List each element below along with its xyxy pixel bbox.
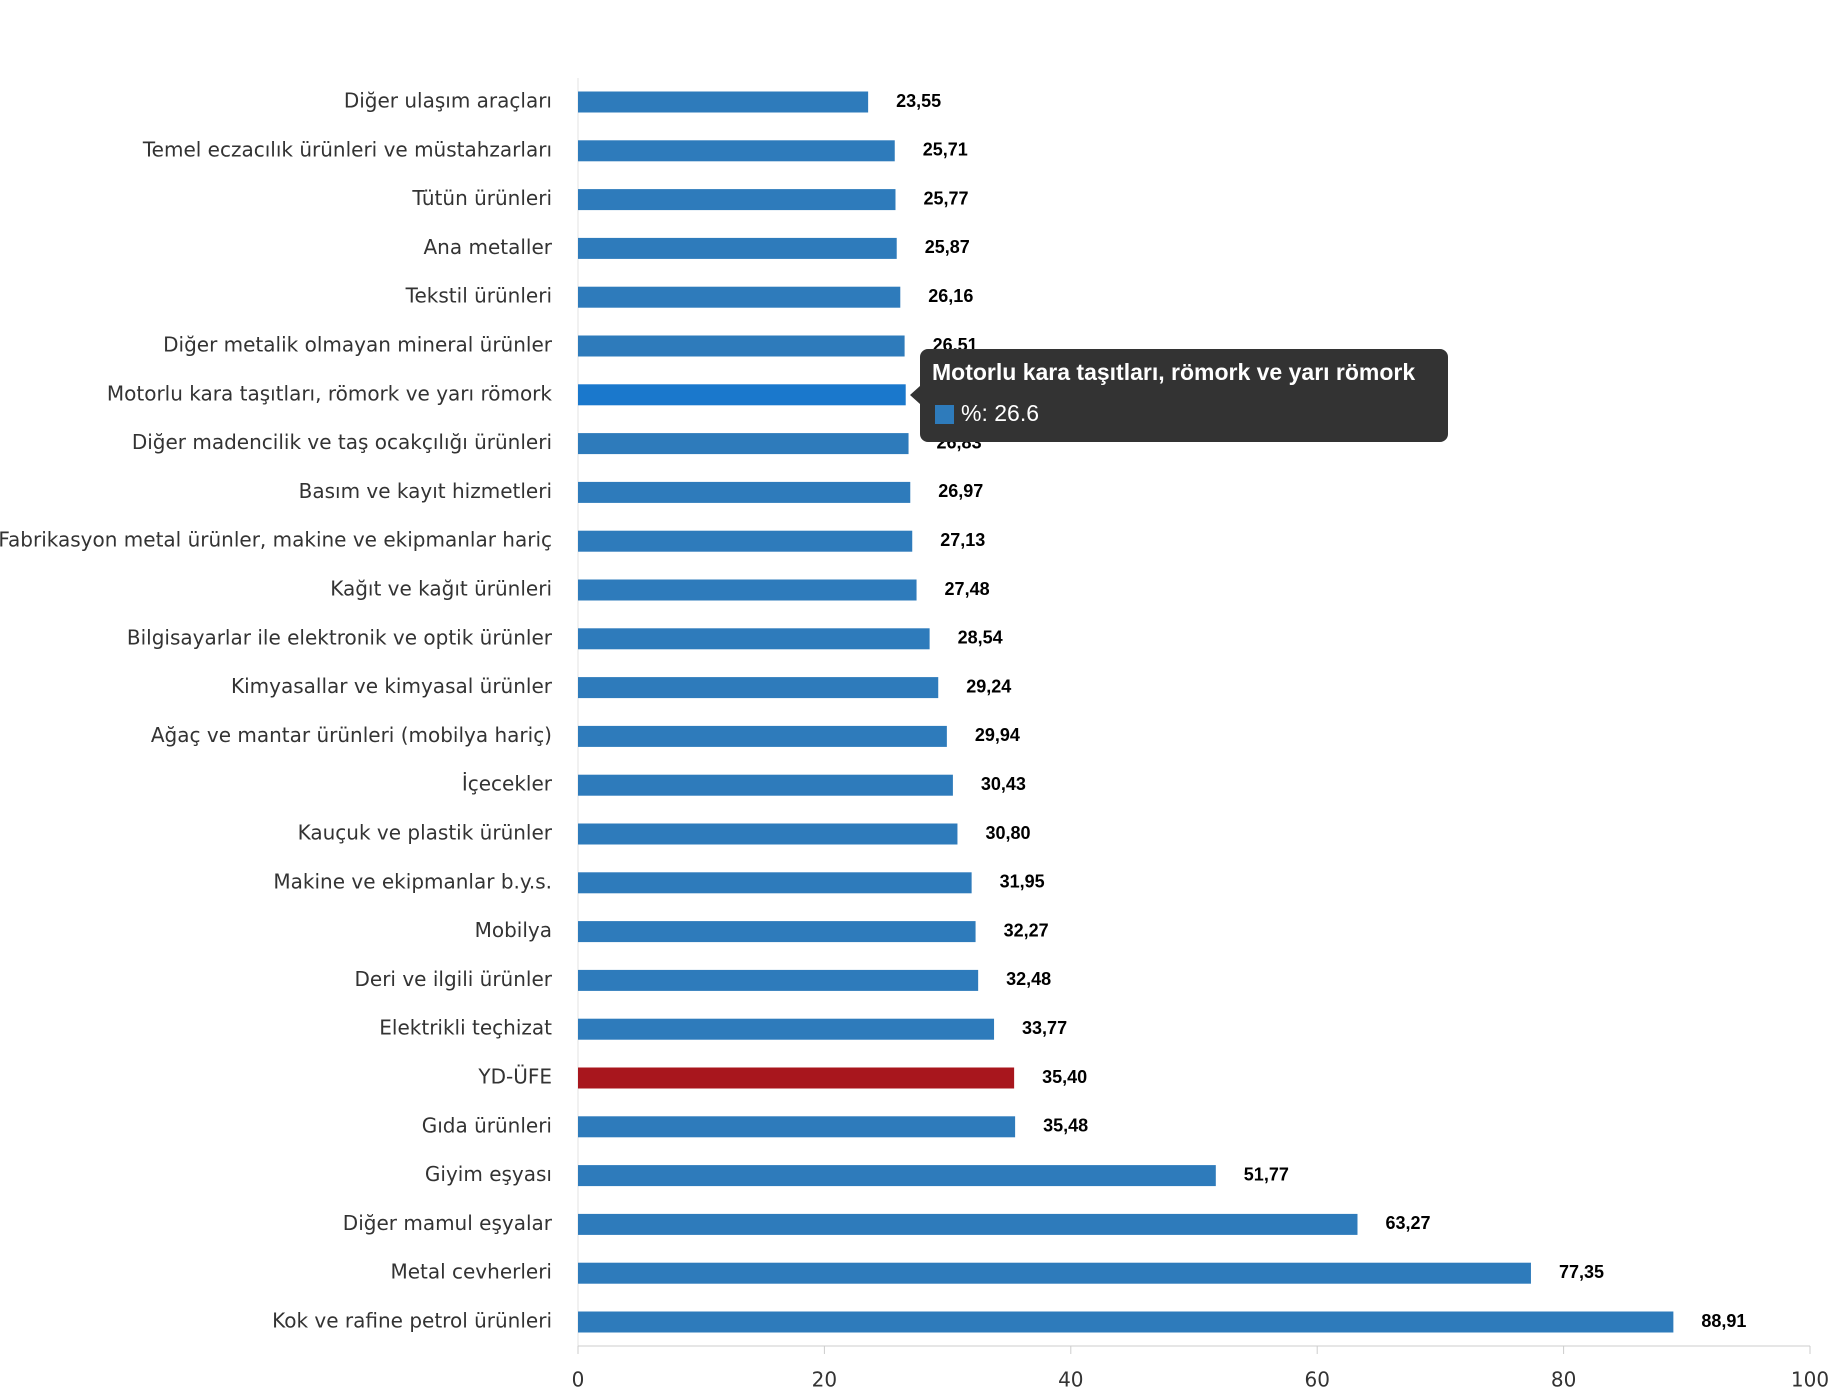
value-label: 88,91 bbox=[1701, 1311, 1746, 1331]
bar bbox=[578, 725, 947, 747]
value-label: 30,43 bbox=[981, 774, 1026, 794]
y-tick-label: Deri ve ilgili ürünler bbox=[354, 967, 552, 991]
value-label: 51,77 bbox=[1244, 1164, 1289, 1184]
tooltip-title: Motorlu kara taşıtları, römork ve yarı r… bbox=[932, 359, 1415, 385]
value-label: 29,94 bbox=[975, 725, 1020, 745]
bar bbox=[578, 189, 896, 211]
x-tick-label: 20 bbox=[812, 1368, 837, 1392]
bar bbox=[578, 628, 930, 650]
tooltip: Motorlu kara taşıtları, römork ve yarı r… bbox=[910, 349, 1448, 442]
y-tick-label: Fabrikasyon metal ürünler, makine ve eki… bbox=[0, 528, 552, 552]
bar bbox=[578, 969, 979, 991]
value-label: 35,40 bbox=[1042, 1067, 1087, 1087]
y-tick-label: Tekstil ürünleri bbox=[405, 284, 552, 308]
value-label: 28,54 bbox=[958, 628, 1003, 648]
y-tick-label: Ağaç ve mantar ürünleri (mobilya hariç) bbox=[151, 723, 552, 747]
y-tick-label: YD-ÜFE bbox=[477, 1065, 552, 1089]
value-label: 26,16 bbox=[928, 286, 973, 306]
y-tick-label: Metal cevherleri bbox=[390, 1260, 552, 1284]
y-tick-label: Gıda ürünleri bbox=[422, 1113, 552, 1137]
x-tick-label: 100 bbox=[1791, 1368, 1829, 1392]
y-tick-label: Elektrikli teçhizat bbox=[379, 1016, 552, 1040]
bar bbox=[578, 1213, 1358, 1235]
bar bbox=[578, 677, 939, 699]
tooltip-box bbox=[910, 349, 1448, 442]
y-tick-label: Tütün ürünleri bbox=[411, 186, 552, 210]
y-tick-label: Kimyasallar ve kimyasal ürünler bbox=[231, 674, 553, 698]
value-label: 25,87 bbox=[925, 237, 970, 257]
value-label: 25,71 bbox=[923, 140, 968, 160]
value-label: 35,48 bbox=[1043, 1116, 1088, 1136]
value-label: 23,55 bbox=[896, 91, 941, 111]
value-label: 63,27 bbox=[1385, 1213, 1430, 1233]
bar bbox=[578, 530, 913, 552]
tooltip-value: 26.6 bbox=[994, 400, 1039, 426]
tooltip-swatch bbox=[935, 405, 954, 424]
bar bbox=[578, 384, 906, 406]
value-label: 29,24 bbox=[966, 676, 1011, 696]
bar bbox=[578, 433, 909, 455]
value-label: 32,48 bbox=[1006, 969, 1051, 989]
bar bbox=[578, 237, 897, 259]
bar bbox=[578, 872, 972, 894]
y-tick-label: Makine ve ekipmanlar b.y.s. bbox=[273, 869, 552, 893]
value-label: 25,77 bbox=[923, 188, 968, 208]
x-tick-label: 40 bbox=[1058, 1368, 1083, 1392]
x-tick-label: 80 bbox=[1551, 1368, 1576, 1392]
y-tick-label: Bilgisayarlar ile elektronik ve optik ür… bbox=[127, 625, 553, 649]
y-tick-label: Diğer madencilik ve taş ocakçılığı ürünl… bbox=[132, 430, 552, 454]
y-tick-label: Temel eczacılık ürünleri ve müstahzarlar… bbox=[142, 137, 552, 161]
bar bbox=[578, 481, 911, 503]
y-tick-label: Diğer ulaşım araçları bbox=[344, 89, 552, 113]
bar bbox=[578, 1018, 995, 1040]
y-tick-label: Ana metaller bbox=[424, 235, 553, 259]
y-tick-label: Kok ve rafine petrol ürünleri bbox=[272, 1309, 552, 1333]
y-tick-label: Motorlu kara taşıtları, römork ve yarı r… bbox=[107, 381, 553, 405]
value-label: 33,77 bbox=[1022, 1018, 1067, 1038]
value-label: 32,27 bbox=[1004, 920, 1049, 940]
y-tick-label: Basım ve kayıt hizmetleri bbox=[299, 479, 552, 503]
bar bbox=[578, 823, 958, 845]
bar bbox=[578, 1165, 1216, 1187]
bar bbox=[578, 140, 895, 162]
bar bbox=[578, 774, 953, 796]
x-tick-label: 0 bbox=[572, 1368, 585, 1392]
y-tick-label: Kağıt ve kağıt ürünleri bbox=[330, 577, 552, 601]
y-tick-label: İçecekler bbox=[462, 772, 553, 796]
tooltip-series: %: bbox=[961, 400, 988, 426]
tooltip-text: %: 26.6 bbox=[961, 400, 1039, 426]
x-tick-label: 60 bbox=[1304, 1368, 1329, 1392]
bar bbox=[578, 335, 905, 357]
bar bbox=[578, 921, 976, 943]
y-tick-label: Diğer mamul eşyalar bbox=[343, 1211, 553, 1235]
value-label: 27,13 bbox=[940, 530, 985, 550]
bar bbox=[578, 1262, 1531, 1284]
value-label: 30,80 bbox=[985, 823, 1030, 843]
bar bbox=[578, 1116, 1016, 1138]
bar bbox=[578, 91, 869, 113]
y-tick-label: Kauçuk ve plastik ürünler bbox=[298, 821, 553, 845]
bar bbox=[578, 1311, 1674, 1333]
value-label: 31,95 bbox=[1000, 872, 1045, 892]
value-label: 26,97 bbox=[938, 481, 983, 501]
bar bbox=[578, 579, 917, 601]
y-tick-label: Giyim eşyası bbox=[425, 1162, 552, 1186]
value-label: 77,35 bbox=[1559, 1262, 1604, 1282]
y-tick-label: Mobilya bbox=[475, 918, 552, 942]
value-label: 27,48 bbox=[945, 579, 990, 599]
bar bbox=[578, 286, 901, 308]
bar bbox=[578, 1067, 1015, 1089]
y-tick-label: Diğer metalik olmayan mineral ürünler bbox=[163, 333, 553, 357]
